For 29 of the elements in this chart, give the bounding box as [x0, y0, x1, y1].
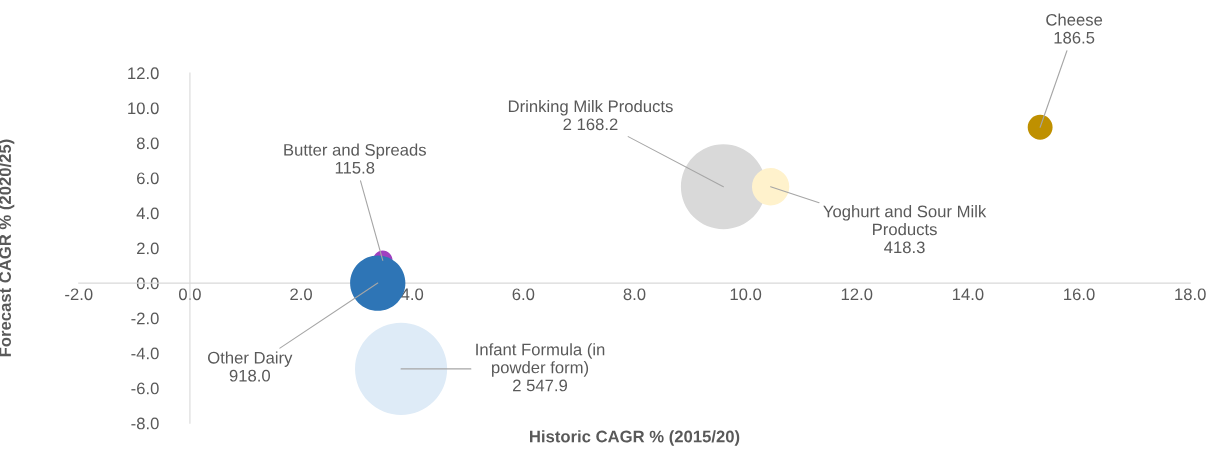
y-tick-label: 2.0 [137, 242, 159, 255]
x-tick-label: -2.0 [65, 288, 93, 301]
annotation: Drinking Milk Products 2 168.2 [508, 99, 673, 131]
y-tick-label: 0.0 [136, 277, 159, 290]
annotation: Yoghurt and Sour Milk Products 418.3 [823, 205, 987, 254]
x-tick-label: 16.0 [1064, 288, 1095, 301]
x-tick-label: 10.0 [730, 288, 762, 301]
y-tick-label: 10.0 [128, 102, 159, 115]
y-tick-label: 12.0 [128, 67, 159, 80]
x-tick-label: 0.0 [178, 288, 201, 301]
x-tick-label: 14.0 [952, 288, 984, 301]
y-tick-label: 8.0 [136, 137, 159, 150]
x-tick-label: 6.0 [512, 288, 535, 301]
x-tick-label: 4.0 [401, 288, 424, 301]
y-tick-label: -4.0 [131, 347, 159, 360]
y-tick-label: -8.0 [131, 417, 159, 430]
x-tick-label: 18.0 [1175, 288, 1206, 301]
x-axis-title: Historic CAGR % (2015/20) [530, 430, 740, 446]
y-tick-label: 4.0 [136, 207, 159, 220]
annotation: Infant Formula (in powder form) 2 547.9 [476, 343, 605, 392]
annotation: Cheese 186.5 [1046, 13, 1103, 44]
x-tick-label: 12.0 [841, 288, 873, 301]
x-tick-label: 8.0 [623, 288, 646, 301]
y-tick-label: -6.0 [131, 382, 159, 395]
annotation: Other Dairy 918.0 [208, 351, 293, 382]
y-tick-label: 6.0 [137, 172, 159, 185]
x-tick-label: 2.0 [290, 288, 312, 301]
annotation: Butter and Spreads 115.8 [284, 143, 426, 174]
y-tick-label: -2.0 [131, 312, 159, 325]
